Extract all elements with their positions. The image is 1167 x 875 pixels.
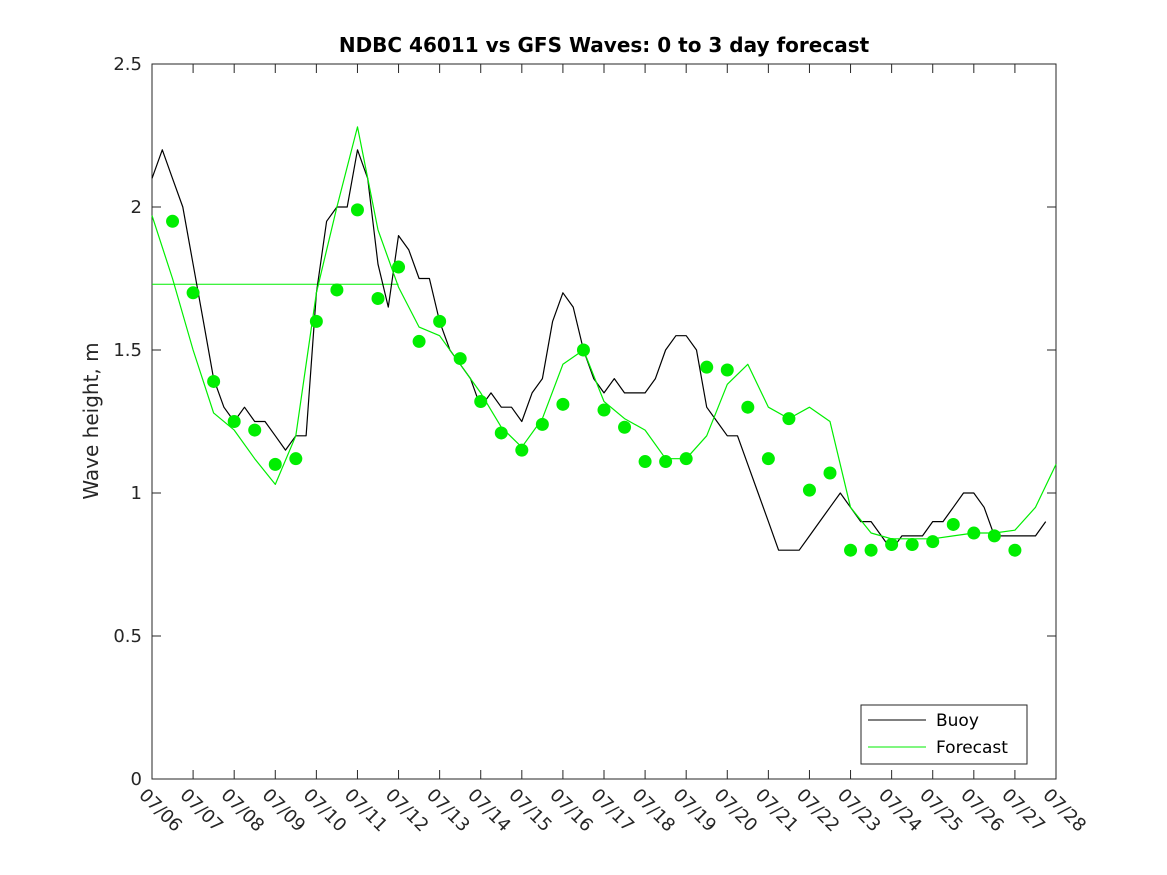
forecast-marker	[433, 314, 447, 328]
x-tick-label: 07/13	[422, 785, 474, 837]
x-tick-label: 07/07	[176, 785, 228, 837]
forecast-marker	[761, 452, 775, 466]
forecast-marker	[494, 426, 508, 440]
forecast-marker	[597, 403, 611, 417]
x-tick-label: 07/26	[956, 785, 1008, 837]
forecast-marker	[1008, 543, 1022, 557]
forecast-marker	[926, 535, 940, 549]
y-tick-labels: 0 0.5 1 1.5 2 2.5	[113, 54, 142, 790]
x-tick-label: 07/12	[381, 785, 433, 837]
forecast-marker	[638, 455, 652, 469]
x-tick-label: 07/25	[915, 785, 967, 837]
x-tick-label: 07/23	[833, 785, 885, 837]
x-tick-label: 07/27	[997, 785, 1049, 837]
forecast-marker	[946, 517, 960, 531]
x-tick-label: 07/14	[463, 785, 515, 837]
forecast-marker	[987, 529, 1001, 543]
forecast-marker	[967, 526, 981, 540]
x-tick-label: 07/20	[710, 785, 762, 837]
y-axis-label: Wave height, m	[79, 342, 103, 499]
legend-entry-forecast: Forecast	[936, 738, 1008, 758]
forecast-series-line	[151, 126, 1057, 540]
x-tick-label: 07/10	[299, 785, 351, 837]
forecast-marker	[659, 455, 673, 469]
plot-area	[151, 63, 1057, 780]
forecast-marker	[309, 314, 323, 328]
forecast-marker	[330, 283, 344, 297]
x-tick-label: 07/06	[134, 785, 186, 837]
y-tick-label: 0	[131, 769, 142, 790]
forecast-marker	[679, 452, 693, 466]
forecast-marker	[576, 343, 590, 357]
x-tick-label: 07/22	[792, 785, 844, 837]
y-tick-label: 1	[131, 483, 142, 504]
forecast-marker	[844, 543, 858, 557]
forecast-marker	[268, 457, 282, 471]
forecast-marker	[412, 334, 426, 348]
forecast-marker	[720, 363, 734, 377]
forecast-marker	[474, 394, 488, 408]
tick-marks	[151, 63, 1057, 780]
x-tick-label: 07/15	[504, 785, 556, 837]
forecast-marker	[741, 400, 755, 414]
forecast-marker	[885, 537, 899, 551]
y-tick-label: 1.5	[113, 340, 142, 361]
x-tick-label: 07/18	[628, 785, 680, 837]
legend-box	[860, 704, 1028, 765]
x-tick-label: 07/21	[751, 785, 803, 837]
forecast-marker	[535, 417, 549, 431]
legend: Buoy Forecast	[860, 704, 1028, 765]
forecast-marker	[166, 214, 180, 228]
forecast-marker	[864, 543, 878, 557]
x-tick-label: 07/17	[586, 785, 638, 837]
x-tick-labels: 07/0607/0707/0807/0907/1007/1107/1207/13…	[134, 785, 1090, 837]
plot-frame	[151, 63, 1057, 780]
forecast-marker	[515, 443, 529, 457]
forecast-marker	[350, 203, 364, 217]
forecast-marker	[186, 286, 200, 300]
forecast-marker	[392, 260, 406, 274]
x-tick-label: 07/19	[669, 785, 721, 837]
chart-title: NDBC 46011 vs GFS Waves: 0 to 3 day fore…	[339, 33, 870, 57]
x-tick-label: 07/08	[217, 785, 269, 837]
forecast-marker	[618, 420, 632, 434]
x-tick-label: 07/16	[545, 785, 597, 837]
forecast-marker	[782, 412, 796, 426]
x-tick-label: 07/11	[340, 785, 392, 837]
y-tick-label: 2.5	[113, 54, 142, 75]
forecast-marker	[207, 374, 221, 388]
forecast-marker	[802, 483, 816, 497]
forecast-marker	[227, 415, 241, 428]
forecast-marker	[700, 360, 714, 374]
forecast-marker	[371, 292, 385, 306]
y-tick-label: 2	[131, 197, 142, 218]
forecast-marker	[248, 423, 262, 437]
series-layer	[151, 126, 1057, 557]
legend-entry-buoy: Buoy	[936, 711, 979, 731]
forecast-marker	[289, 452, 303, 466]
forecast-marker	[823, 466, 837, 480]
x-tick-label: 07/28	[1038, 785, 1090, 837]
forecast-marker	[556, 397, 570, 411]
y-tick-label: 0.5	[113, 626, 142, 647]
forecast-marker	[453, 352, 467, 366]
x-tick-label: 07/24	[874, 785, 926, 837]
forecast-marker	[905, 537, 919, 551]
x-tick-label: 07/09	[258, 785, 310, 837]
